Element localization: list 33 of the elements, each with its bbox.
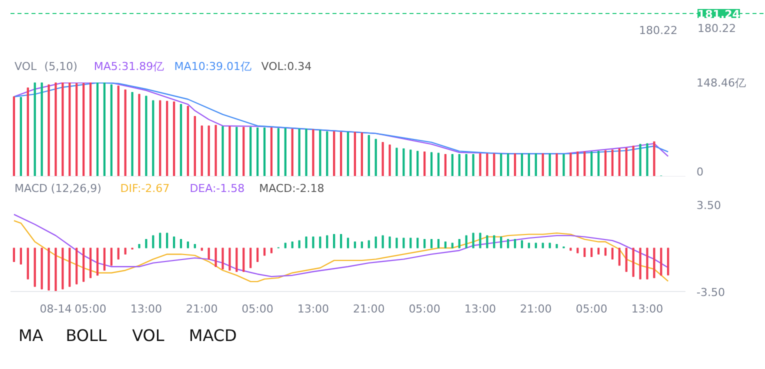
text: VOL:0.34 xyxy=(261,60,312,73)
text: MACD xyxy=(188,326,237,345)
y-tick-label: -3.50 xyxy=(696,286,725,299)
text: 180.22 xyxy=(639,24,678,37)
x-tick-label: 05:00 xyxy=(408,302,440,316)
x-tick-label: 13:00 xyxy=(631,302,664,316)
x-tick-label: 13:00 xyxy=(464,302,496,316)
x-tick-label: 05:00 xyxy=(242,302,274,316)
x-tick-label: 21:00 xyxy=(520,302,552,316)
text: DEA:-1.58 xyxy=(190,182,245,195)
text: MA10:39.01亿 xyxy=(174,60,252,73)
x-tick-label: 05:00 xyxy=(576,302,608,316)
text: VOL xyxy=(132,326,164,345)
x-tick-label: 08-14 xyxy=(40,302,72,316)
chart-title: VOL xyxy=(14,60,38,73)
x-tick-label: 13:00 xyxy=(297,302,330,316)
y-tick-label: 3.50 xyxy=(696,199,721,212)
text: 181.24 xyxy=(698,8,740,21)
text: DIF:-2.67 xyxy=(120,182,170,195)
x-tick-label: 21:00 xyxy=(186,302,218,316)
text: 180.22 xyxy=(698,22,736,35)
chart-subtitle: (5,10) xyxy=(44,60,78,73)
text: BOLL xyxy=(66,326,107,345)
series-label: MA5:31.89亿 xyxy=(94,60,164,73)
text: MACD:-2.18 xyxy=(259,182,324,195)
y-tick-label: 0 xyxy=(696,166,704,178)
x-tick-label: 13:00 xyxy=(130,302,162,316)
chart-subtitle: (12,26,9) xyxy=(50,182,102,195)
x-tick-label: 21:00 xyxy=(353,302,385,316)
x-tick-label: 05:00 xyxy=(74,302,106,316)
y-tick-label: 148.46亿 xyxy=(696,76,746,90)
text: MA xyxy=(18,326,44,345)
chart-title: MACD xyxy=(14,182,48,195)
